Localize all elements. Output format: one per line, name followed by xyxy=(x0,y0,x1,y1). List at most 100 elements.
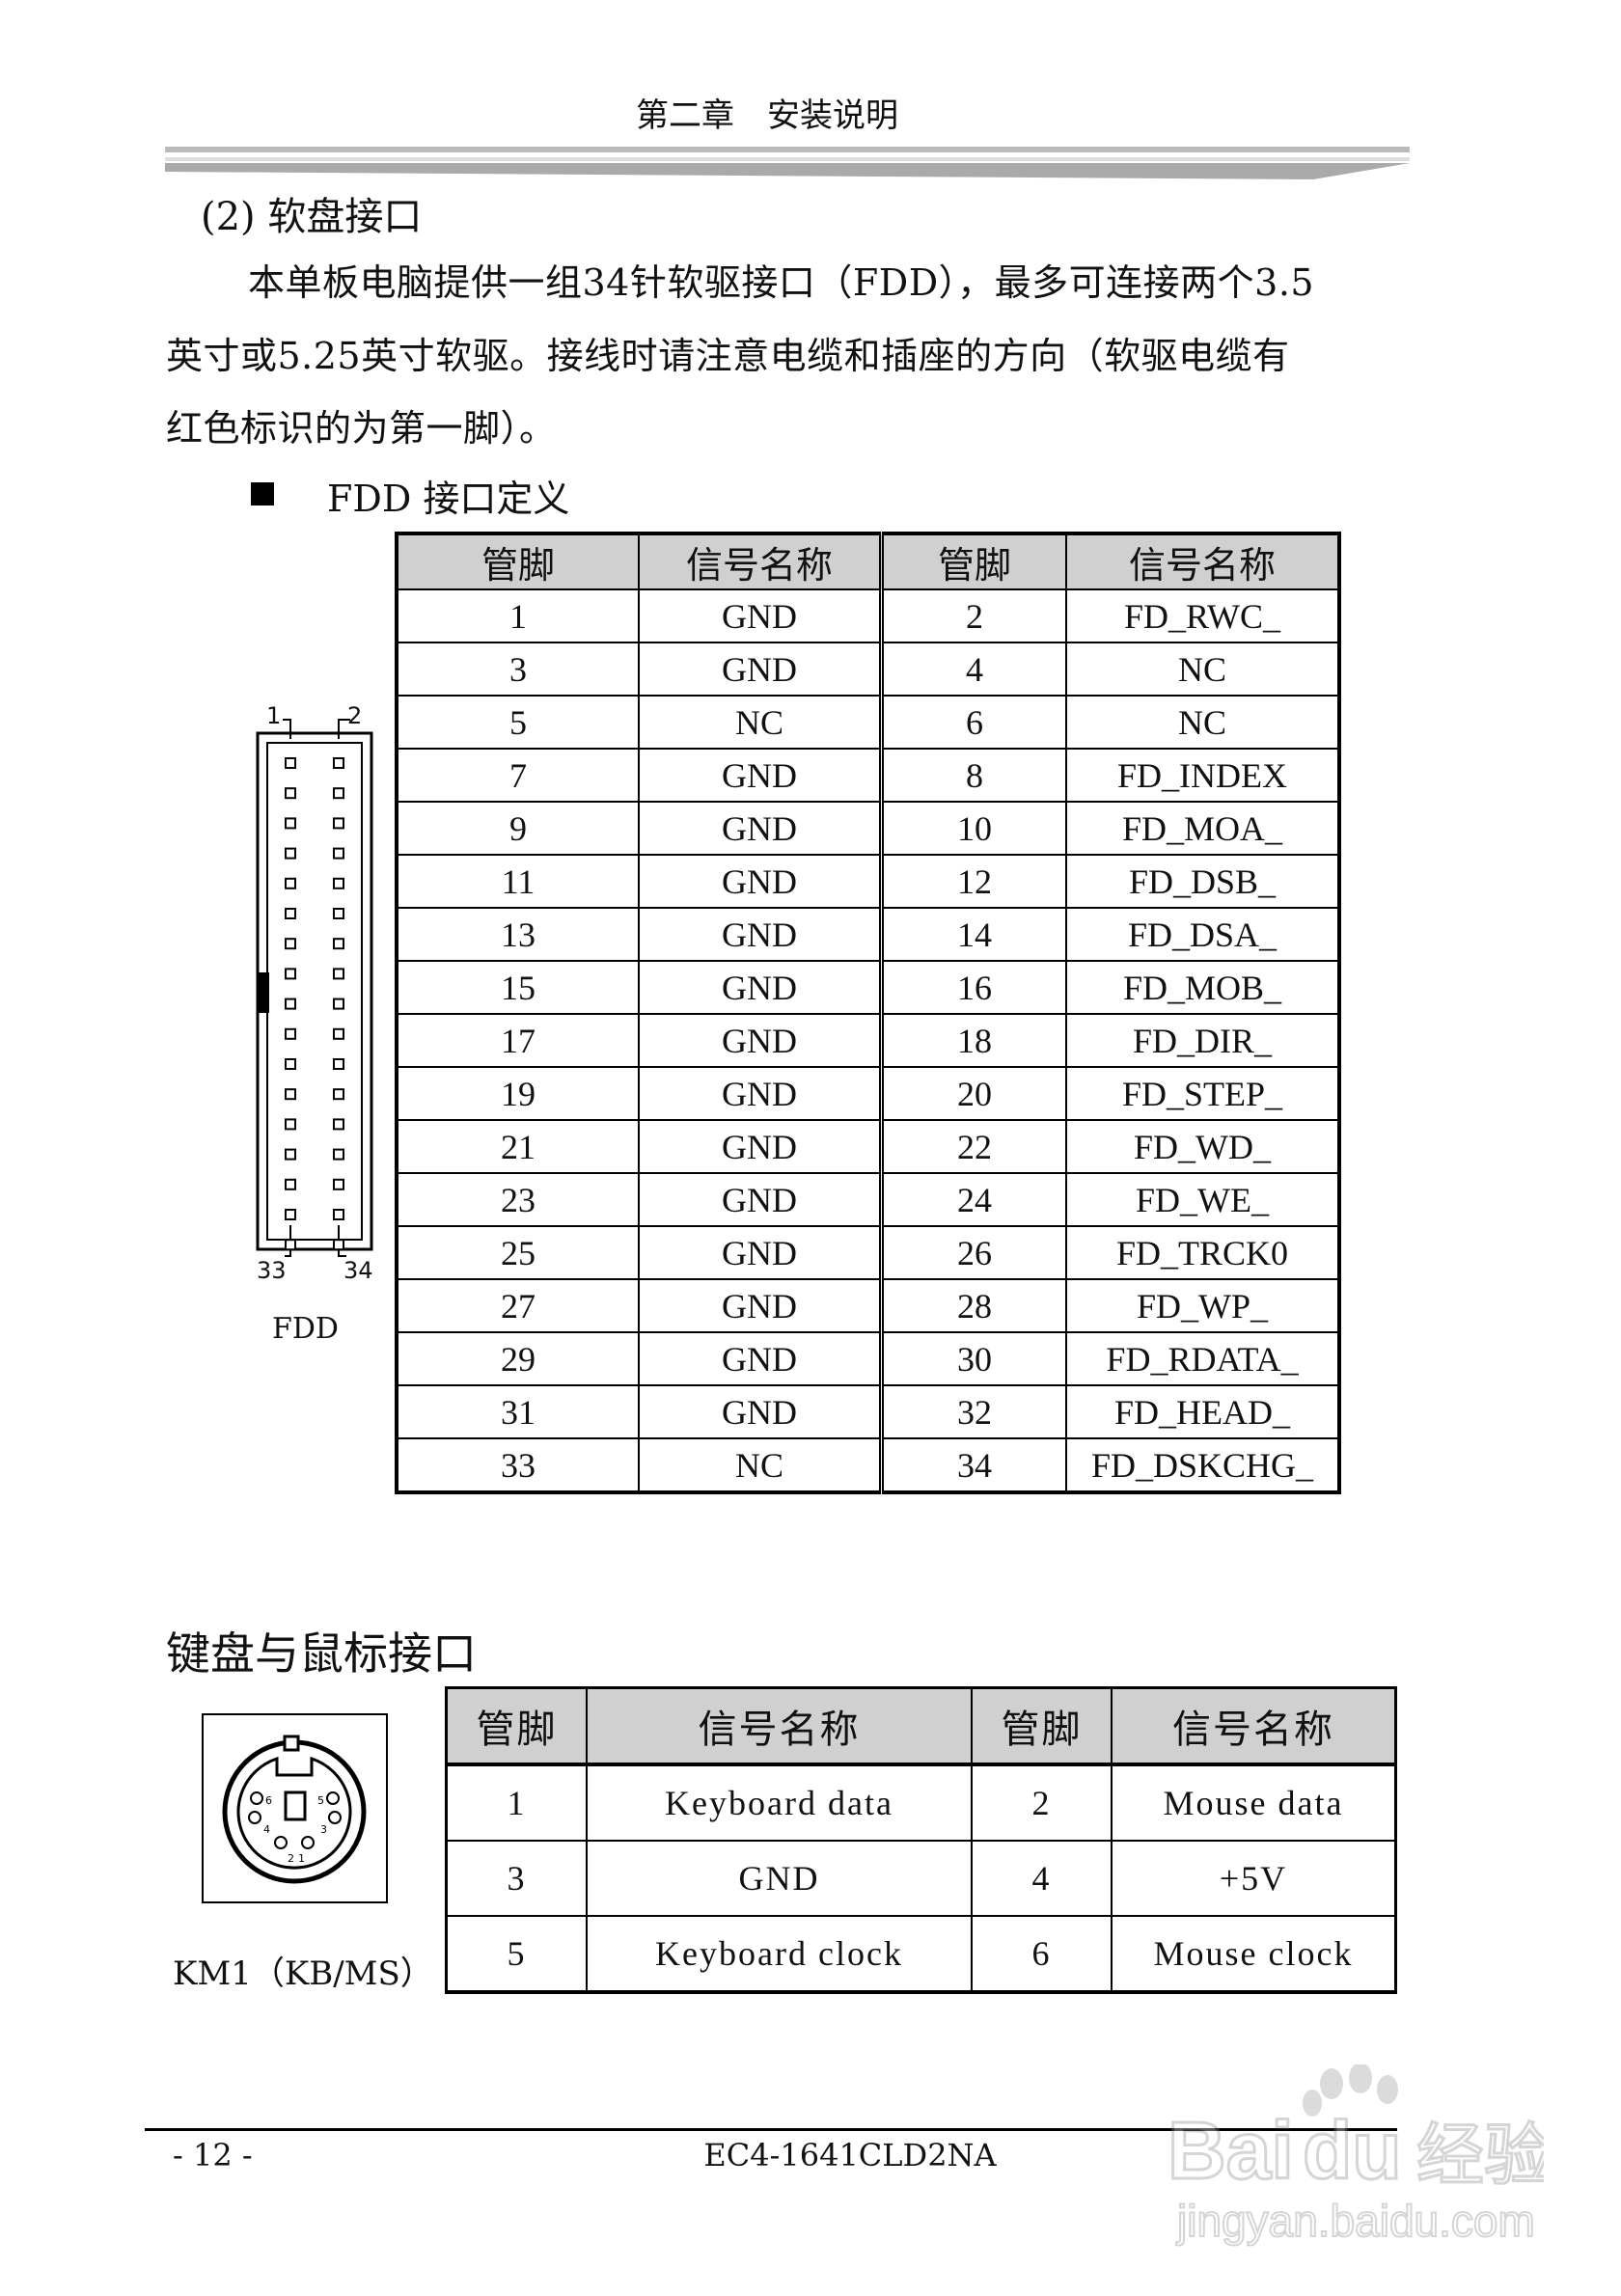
ps2-connector-diagram: 6 5 4 3 2 1 xyxy=(202,1713,388,1903)
signal-cell: Keyboard clock xyxy=(586,1915,973,1994)
pin-cell: 21 xyxy=(396,1119,640,1174)
connector-pin xyxy=(333,1239,344,1251)
pin-cell: 1 xyxy=(445,1763,588,1842)
pin-cell: 3 xyxy=(396,642,640,697)
connector-pin xyxy=(333,1209,344,1220)
pin-cell: 8 xyxy=(879,748,1067,803)
pin-cell: 16 xyxy=(879,960,1067,1015)
table-row: 31 GND 32 FD_HEAD_ xyxy=(396,1384,1340,1439)
column-header: 管脚 xyxy=(396,533,640,590)
column-header: 信号名称 xyxy=(1111,1686,1397,1766)
table-row: 1 GND 2 FD_RWC_ xyxy=(396,588,1340,643)
pin-label: 34 xyxy=(343,1257,373,1284)
connector-pin xyxy=(285,1088,296,1101)
connector-pin xyxy=(285,847,296,860)
connector-pin xyxy=(285,787,296,800)
pin-cell: 10 xyxy=(879,801,1067,856)
column-header: 信号名称 xyxy=(586,1686,973,1766)
pin-cell: 2 xyxy=(879,588,1067,643)
connector-pin xyxy=(285,1027,296,1040)
table-header-row: 管脚 信号名称 管脚 信号名称 xyxy=(396,533,1340,590)
signal-cell: FD_INDEX xyxy=(1065,748,1340,803)
pin-cell: 3 xyxy=(445,1840,588,1917)
signal-cell: FD_MOB_ xyxy=(1065,960,1340,1015)
table-row: 15 GND 16 FD_MOB_ xyxy=(396,960,1340,1015)
signal-cell: GND xyxy=(586,1840,973,1917)
connector-pin xyxy=(333,757,344,769)
pin-number: 6 xyxy=(265,1794,272,1807)
connector-pin xyxy=(333,908,344,919)
connector-pin xyxy=(333,968,344,980)
table-row: 17 GND 18 FD_DIR_ xyxy=(396,1013,1340,1068)
connector-pin xyxy=(285,938,296,950)
page-header-title: 第二章 安装说明 xyxy=(636,96,898,135)
connector-pin xyxy=(333,1148,344,1161)
connector-pin xyxy=(333,1118,344,1131)
pin-cell: 28 xyxy=(879,1278,1067,1333)
signal-cell: GND xyxy=(638,1013,883,1068)
connector-pin xyxy=(285,757,296,769)
pin-cell: 7 xyxy=(396,748,640,803)
paragraph-line: 英寸或5.25英寸软驱。接线时请注意电缆和插座的方向（软驱电缆有 xyxy=(166,335,1290,377)
pin-cell: 5 xyxy=(445,1915,588,1994)
svg-text:经验: 经验 xyxy=(1416,2116,1544,2195)
connector-pin xyxy=(333,1058,344,1070)
pin-cell: 17 xyxy=(396,1013,640,1068)
signal-cell: Keyboard data xyxy=(586,1763,973,1842)
fdd-table-title: FDD 接口定义 xyxy=(327,478,570,520)
table-row: 25 GND 26 FD_TRCK0 xyxy=(396,1225,1340,1280)
signal-cell: Mouse clock xyxy=(1111,1915,1397,1994)
pin-cell: 18 xyxy=(879,1013,1067,1068)
connector-pin xyxy=(333,1178,344,1190)
kbms-section-title: 键盘与鼠标接口 xyxy=(166,1627,477,1680)
connector-pin xyxy=(285,968,296,980)
pin-cell: 12 xyxy=(879,854,1067,909)
pin-cell: 34 xyxy=(879,1437,1067,1493)
connector-pin xyxy=(285,1178,296,1190)
signal-cell: FD_RWC_ xyxy=(1065,588,1340,643)
pin-cell: 23 xyxy=(396,1172,640,1227)
page-number: - 12 - xyxy=(173,2137,253,2173)
column-header: 信号名称 xyxy=(638,533,883,590)
pin-cell: 11 xyxy=(396,854,640,909)
connector-pin xyxy=(285,817,296,830)
pin-cell: 13 xyxy=(396,907,640,962)
pin-cell: 4 xyxy=(971,1840,1113,1917)
key-notch xyxy=(258,972,269,1013)
column-header: 管脚 xyxy=(971,1686,1113,1766)
table-row: 3 GND 4 NC xyxy=(396,642,1340,697)
pin-cell: 9 xyxy=(396,801,640,856)
signal-cell: Mouse data xyxy=(1111,1763,1397,1842)
model-number: EC4-1641CLD2NA xyxy=(703,2137,997,2173)
signal-cell: GND xyxy=(638,907,883,962)
signal-cell: NC xyxy=(638,695,883,750)
table-row: 5 Keyboard clock 6 Mouse clock xyxy=(445,1915,1397,1994)
table-row: 7 GND 8 FD_INDEX xyxy=(396,748,1340,803)
table-row: 5 NC 6 NC xyxy=(396,695,1340,750)
table-row: 13 GND 14 FD_DSA_ xyxy=(396,907,1340,962)
signal-cell: FD_HEAD_ xyxy=(1065,1384,1340,1439)
signal-cell: NC xyxy=(1065,642,1340,697)
signal-cell: FD_RDATA_ xyxy=(1065,1331,1340,1386)
pin-label: 2 xyxy=(347,702,363,729)
signal-cell: FD_DSB_ xyxy=(1065,854,1340,909)
signal-cell: FD_WE_ xyxy=(1065,1172,1340,1227)
pin-number: 4 xyxy=(263,1823,270,1836)
square-bullet-icon xyxy=(251,482,274,506)
pin-cell: 6 xyxy=(971,1915,1113,1994)
pin-cell: 29 xyxy=(396,1331,640,1386)
pin-number: 2 xyxy=(288,1852,294,1865)
paragraph-line: 红色标识的为第一脚）。 xyxy=(166,407,557,450)
signal-cell: FD_WP_ xyxy=(1065,1278,1340,1333)
connector-pin xyxy=(285,1209,296,1220)
connector-pin xyxy=(333,817,344,830)
connector-pin xyxy=(285,1118,296,1131)
connector-pin xyxy=(285,1239,296,1251)
pin-cell: 32 xyxy=(879,1384,1067,1439)
pin-label: 33 xyxy=(257,1257,287,1284)
signal-cell: GND xyxy=(638,1331,883,1386)
baidu-watermark-logo: Bai du 经验 jingyan.baidu.com xyxy=(1167,2064,1544,2247)
signal-cell: NC xyxy=(638,1437,883,1493)
pin-number: 3 xyxy=(320,1823,327,1836)
fdd-diagram-label: FDD xyxy=(272,1312,339,1346)
